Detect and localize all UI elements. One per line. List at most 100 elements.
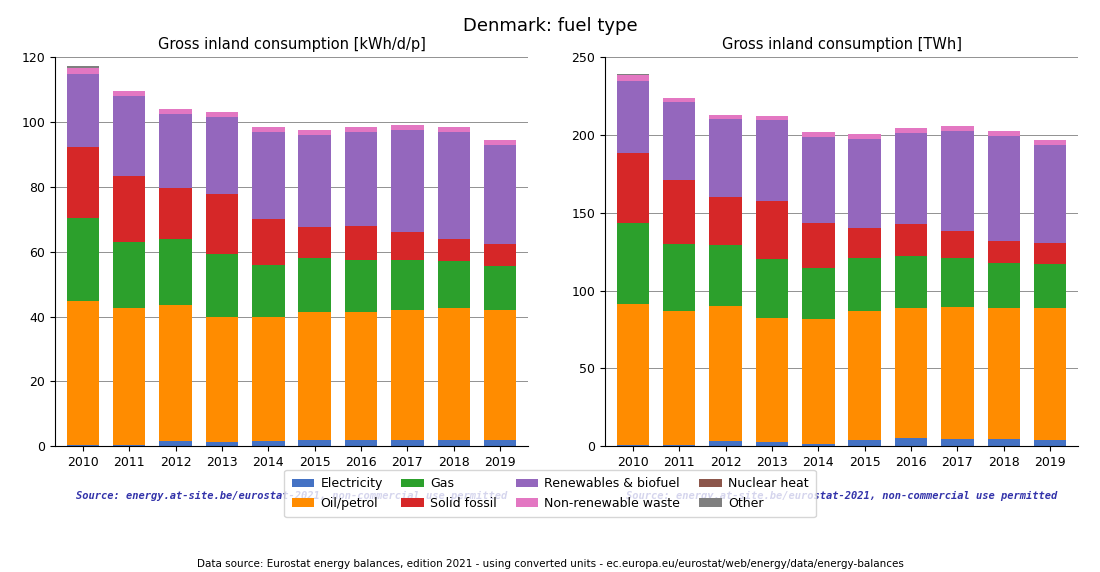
Bar: [710, 197, 741, 245]
Bar: [438, 132, 470, 239]
Bar: [848, 228, 881, 258]
Bar: [802, 444, 835, 446]
Bar: [710, 442, 741, 446]
Bar: [67, 147, 99, 219]
Bar: [344, 440, 377, 446]
Bar: [756, 318, 789, 442]
Text: Source: energy.at-site.be/eurostat-2021, non-commercial use permitted: Source: energy.at-site.be/eurostat-2021,…: [76, 491, 507, 501]
Bar: [894, 133, 927, 224]
Bar: [160, 188, 191, 239]
Bar: [988, 136, 1020, 241]
Bar: [206, 112, 239, 117]
Bar: [617, 74, 649, 75]
Bar: [484, 145, 516, 244]
Bar: [663, 180, 695, 244]
Bar: [802, 223, 835, 268]
Bar: [113, 96, 145, 176]
Bar: [848, 311, 881, 440]
Bar: [113, 308, 145, 444]
Bar: [942, 231, 974, 258]
Bar: [252, 219, 285, 265]
Bar: [802, 268, 835, 319]
Bar: [1034, 243, 1066, 264]
Bar: [484, 440, 516, 446]
Bar: [484, 310, 516, 440]
Bar: [848, 134, 881, 139]
Bar: [484, 267, 516, 310]
Bar: [344, 226, 377, 260]
Bar: [160, 109, 191, 114]
Bar: [663, 98, 695, 102]
Bar: [942, 131, 974, 231]
Bar: [484, 244, 516, 266]
Bar: [392, 125, 424, 130]
Bar: [894, 308, 927, 438]
Bar: [206, 442, 239, 446]
Bar: [298, 258, 331, 312]
Bar: [252, 442, 285, 446]
Bar: [438, 261, 470, 308]
Bar: [392, 260, 424, 310]
Bar: [802, 137, 835, 223]
Bar: [942, 439, 974, 446]
Bar: [756, 442, 789, 446]
Bar: [160, 442, 191, 446]
Bar: [344, 132, 377, 226]
Bar: [894, 438, 927, 446]
Bar: [67, 67, 99, 74]
Bar: [298, 312, 331, 440]
Bar: [988, 308, 1020, 439]
Bar: [392, 130, 424, 232]
Bar: [298, 440, 331, 446]
Bar: [710, 306, 741, 442]
Bar: [67, 219, 99, 301]
Bar: [942, 126, 974, 131]
Bar: [1034, 308, 1066, 440]
Bar: [113, 176, 145, 242]
Bar: [663, 244, 695, 311]
Bar: [988, 131, 1020, 136]
Bar: [663, 102, 695, 180]
Bar: [756, 120, 789, 201]
Bar: [113, 242, 145, 308]
Bar: [392, 310, 424, 440]
Title: Gross inland consumption [kWh/d/p]: Gross inland consumption [kWh/d/p]: [157, 37, 426, 52]
Text: Source: energy.at-site.be/eurostat-2021, non-commercial use permitted: Source: energy.at-site.be/eurostat-2021,…: [626, 491, 1057, 501]
Bar: [298, 130, 331, 135]
Legend: Electricity, Oil/petrol, Gas, Solid fossil, Renewables & biofuel, Non-renewable : Electricity, Oil/petrol, Gas, Solid foss…: [284, 470, 816, 517]
Bar: [438, 127, 470, 132]
Bar: [756, 201, 789, 259]
Bar: [67, 74, 99, 147]
Bar: [848, 258, 881, 311]
Bar: [344, 127, 377, 132]
Bar: [756, 116, 789, 120]
Bar: [988, 241, 1020, 263]
Bar: [1034, 141, 1066, 145]
Bar: [67, 445, 99, 446]
Bar: [392, 232, 424, 260]
Bar: [710, 115, 741, 120]
Bar: [617, 81, 649, 153]
Bar: [802, 132, 835, 137]
Bar: [484, 140, 516, 145]
Bar: [438, 440, 470, 446]
Bar: [894, 224, 927, 256]
Bar: [160, 305, 191, 442]
Bar: [67, 66, 99, 67]
Bar: [1034, 264, 1066, 308]
Bar: [988, 263, 1020, 308]
Bar: [206, 117, 239, 194]
Bar: [617, 304, 649, 446]
Bar: [344, 260, 377, 312]
Bar: [252, 127, 285, 132]
Bar: [988, 439, 1020, 446]
Title: Gross inland consumption [TWh]: Gross inland consumption [TWh]: [722, 37, 961, 52]
Bar: [113, 91, 145, 96]
Bar: [344, 312, 377, 440]
Bar: [710, 120, 741, 197]
Bar: [848, 440, 881, 446]
Bar: [160, 114, 191, 189]
Bar: [252, 316, 285, 442]
Bar: [848, 139, 881, 228]
Bar: [894, 256, 927, 308]
